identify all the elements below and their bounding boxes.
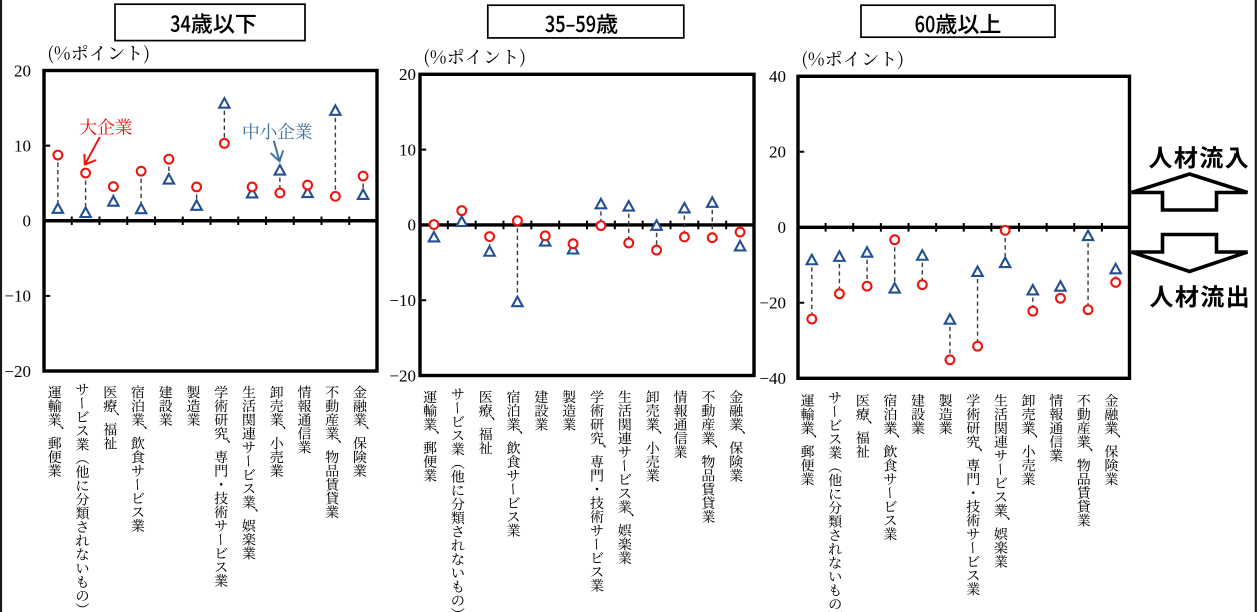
svg-text:0: 0 bbox=[778, 218, 787, 237]
svg-text:−10: −10 bbox=[389, 291, 416, 310]
svg-text:−10: −10 bbox=[4, 287, 31, 306]
svg-text:0: 0 bbox=[408, 216, 417, 235]
svg-text:−20: −20 bbox=[389, 366, 416, 385]
svg-text:−20: −20 bbox=[4, 362, 31, 381]
svg-text:10: 10 bbox=[14, 136, 31, 155]
svg-text:0: 0 bbox=[23, 212, 32, 231]
svg-text:10: 10 bbox=[399, 140, 416, 159]
svg-text:−40: −40 bbox=[759, 369, 786, 388]
svg-text:40: 40 bbox=[769, 67, 786, 86]
svg-text:−20: −20 bbox=[759, 294, 786, 313]
svg-text:20: 20 bbox=[769, 143, 786, 162]
svg-text:20: 20 bbox=[399, 65, 416, 84]
svg-text:20: 20 bbox=[14, 61, 31, 80]
